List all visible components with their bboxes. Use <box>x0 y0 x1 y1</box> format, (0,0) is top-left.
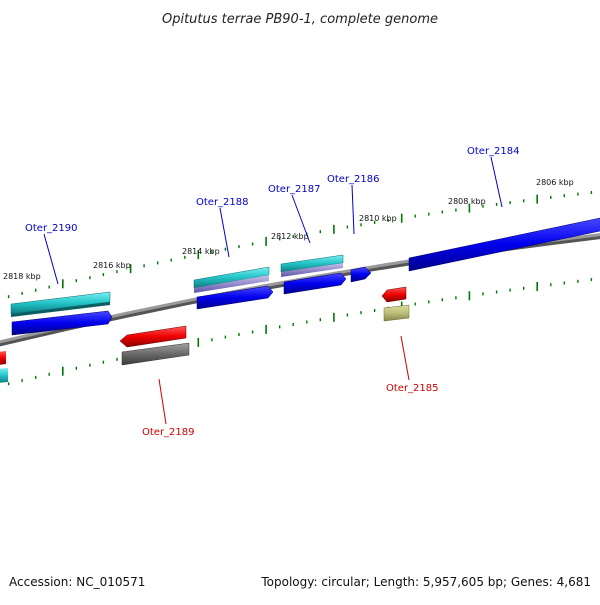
accession-text: Accession: NC_010571 <box>9 575 145 589</box>
leader-line <box>400 335 410 381</box>
genome-summary-text: Topology: circular; Length: 5,957,605 bp… <box>260 575 591 589</box>
leader-line <box>219 207 230 258</box>
cds-oter-2186[interactable] <box>350 266 372 283</box>
cds-oter-2187[interactable] <box>283 272 347 295</box>
scale-label: 2808 kbp <box>448 197 486 206</box>
gene-oter-2190-feature[interactable] <box>10 291 111 317</box>
cds-oter-2188[interactable] <box>196 285 274 310</box>
gene-oter-2185-feature[interactable] <box>383 304 410 322</box>
map-title: Opitutus terrae PB90-1, complete genome <box>162 12 438 27</box>
gene-label-oter-2190[interactable]: Oter_2190 <box>25 223 78 234</box>
cds-oter-2184[interactable] <box>408 217 600 272</box>
scale-label: 2814 kbp <box>182 247 220 256</box>
leader-line <box>158 378 167 425</box>
cds-oter-2189[interactable] <box>119 325 187 348</box>
leader-line <box>43 233 59 285</box>
gene-label-oter-2189[interactable]: Oter_2189 <box>142 427 195 438</box>
gene-oter-2187-feature[interactable] <box>280 254 344 277</box>
gene-label-oter-2185[interactable]: Oter_2185 <box>386 383 439 394</box>
scale-label: 2812 kbp <box>271 232 309 241</box>
gene-label-oter-2187[interactable]: Oter_2187 <box>268 184 321 195</box>
gene-oter-2188-feature[interactable] <box>193 266 270 293</box>
gene-label-oter-2186[interactable]: Oter_2186 <box>327 174 380 185</box>
scale-label: 2818 kbp <box>3 272 41 281</box>
gene-label-oter-2188[interactable]: Oter_2188 <box>196 197 249 208</box>
gene-oter-2189-feature[interactable] <box>121 342 190 366</box>
leader-line <box>490 156 503 208</box>
cds-oter-2185[interactable] <box>381 286 407 303</box>
leader-line <box>351 184 355 235</box>
leader-line <box>291 194 311 244</box>
scale-label: 2816 kbp <box>93 261 131 270</box>
scale-label: 2806 kbp <box>536 178 574 187</box>
cds-oter-2190[interactable] <box>11 310 113 336</box>
cds-partial-left[interactable] <box>0 351 8 383</box>
scale-label: 2810 kbp <box>359 214 397 223</box>
gene-label-oter-2184[interactable]: Oter_2184 <box>467 146 520 157</box>
